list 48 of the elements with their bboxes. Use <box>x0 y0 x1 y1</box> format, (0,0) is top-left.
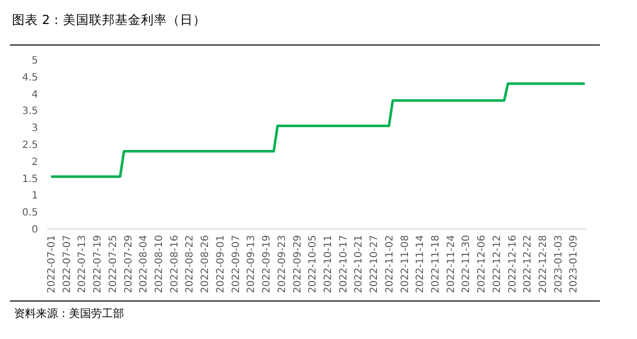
y-tick-label: 2 <box>32 156 38 168</box>
x-tick-label: 2022-08-26 <box>200 235 212 294</box>
x-tick-label: 2022-09-13 <box>246 235 258 294</box>
x-tick-label: 2022-11-02 <box>384 235 396 294</box>
x-tick-label: 2022-08-04 <box>138 235 150 294</box>
x-tick-label: 2022-10-21 <box>354 235 365 294</box>
x-tick-label: 2022-11-30 <box>461 235 472 294</box>
x-tick-label: 2022-11-24 <box>446 235 457 294</box>
x-tick-label: 2022-09-23 <box>276 235 288 294</box>
x-tick-label: 2023-01-03 <box>553 235 564 294</box>
x-tick-label: 2022-12-12 <box>492 235 503 294</box>
x-tick-label: 2022-08-22 <box>184 235 196 294</box>
y-tick-label: 0.5 <box>22 208 38 219</box>
x-tick-label: 2022-09-07 <box>230 235 242 294</box>
title: 图表 2：美国联邦基金利率（日） <box>12 12 206 27</box>
y-tick-label: 0 <box>32 224 38 236</box>
x-tick-label: 2022-10-27 <box>369 235 380 294</box>
x-tick-label: 2022-08-16 <box>169 235 180 294</box>
y-tick-label: 2.5 <box>22 140 38 151</box>
x-tick-label: 2022-07-01 <box>46 235 58 294</box>
y-tick-label: 5 <box>32 56 38 66</box>
x-tick-label: 2022-07-19 <box>92 235 104 294</box>
x-tick-label: 2022-11-14 <box>415 235 426 294</box>
x-tick-label: 2022-10-17 <box>338 235 350 294</box>
y-tick-label: 4.5 <box>22 72 38 84</box>
x-tick-label: 2022-10-05 <box>308 235 319 294</box>
x-tick-label: 2022-12-22 <box>522 235 534 294</box>
x-tick-label: 2022-08-10 <box>154 235 166 294</box>
x-tick-label: 2022-11-18 <box>430 235 442 294</box>
x-tick-label: 2022-12-28 <box>538 235 550 294</box>
x-tick-label: 2022-07-07 <box>62 235 73 294</box>
x-tick-label: 2022-07-25 <box>108 235 119 294</box>
x-tick-label: 2022-11-08 <box>400 235 411 294</box>
text: 资料来源：美国劳工部 <box>14 307 124 320</box>
y-tick-label: 3 <box>32 123 38 134</box>
x-tick-label: 2022-07-13 <box>77 235 88 294</box>
x-tick-label: 2022-07-29 <box>123 235 134 294</box>
y-tick-label: 4 <box>32 89 38 100</box>
y-tick-label: 3.5 <box>22 106 38 118</box>
y-tick-label: 1 <box>32 190 38 202</box>
x-tick-label: 2022-09-19 <box>262 235 273 294</box>
y-tick-label: 1.5 <box>22 174 38 185</box>
x-tick-label: 2022-10-11 <box>322 235 334 294</box>
x-tick-label: 2022-12-16 <box>507 235 518 294</box>
x-tick-label: 2022-09-01 <box>215 235 226 294</box>
x-tick-label: 2022-12-06 <box>476 235 488 294</box>
x-tick-label: 2022-09-29 <box>292 235 304 294</box>
x-tick-label: 2023-01-09 <box>568 235 580 294</box>
